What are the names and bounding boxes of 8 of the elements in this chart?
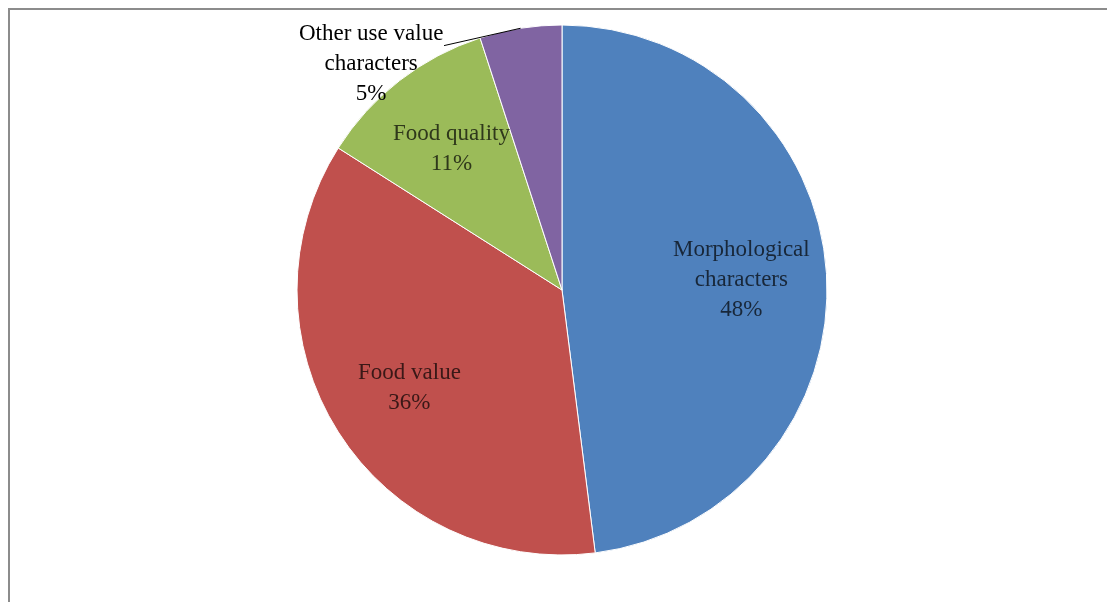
data-label: 5% — [355, 79, 387, 105]
slice-label: Food value — [358, 359, 461, 384]
data-label: 11% — [430, 149, 473, 175]
slice-label: Morphological characters — [673, 236, 810, 291]
data-label: 48% — [720, 295, 763, 321]
slice-label: Food quality — [393, 120, 511, 145]
data-label: 36% — [388, 388, 431, 414]
slice-label: Other use value characters — [299, 20, 444, 75]
